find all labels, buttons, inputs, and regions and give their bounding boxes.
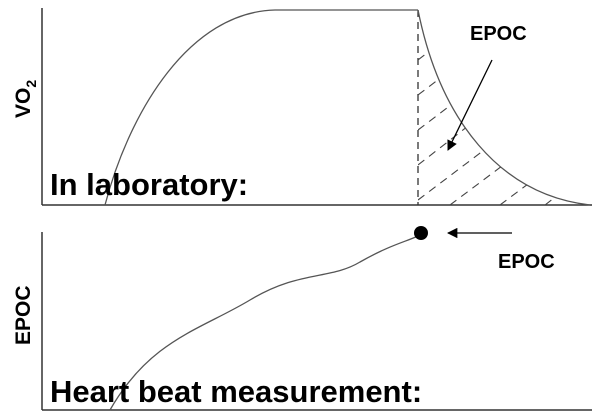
- y-label: VO2: [12, 80, 39, 118]
- y-label: EPOC: [12, 285, 35, 345]
- bottom-panel: EPOC EPOC Heart beat measurement:: [12, 226, 592, 411]
- decay-curve: [417, 9, 591, 206]
- annotation: EPOC: [498, 251, 555, 273]
- hatching: [418, 19, 590, 205]
- caption: In laboratory:: [50, 167, 248, 202]
- caption: Heart beat measurement:: [50, 374, 422, 409]
- vo2-curve: [104, 9, 418, 206]
- annotation: EPOC: [470, 23, 527, 45]
- epoc-dot: [414, 226, 428, 240]
- top-panel: VO2 In laboratory: EPOC: [12, 8, 592, 206]
- epoc-curve: [109, 235, 419, 411]
- arrow: [447, 59, 493, 151]
